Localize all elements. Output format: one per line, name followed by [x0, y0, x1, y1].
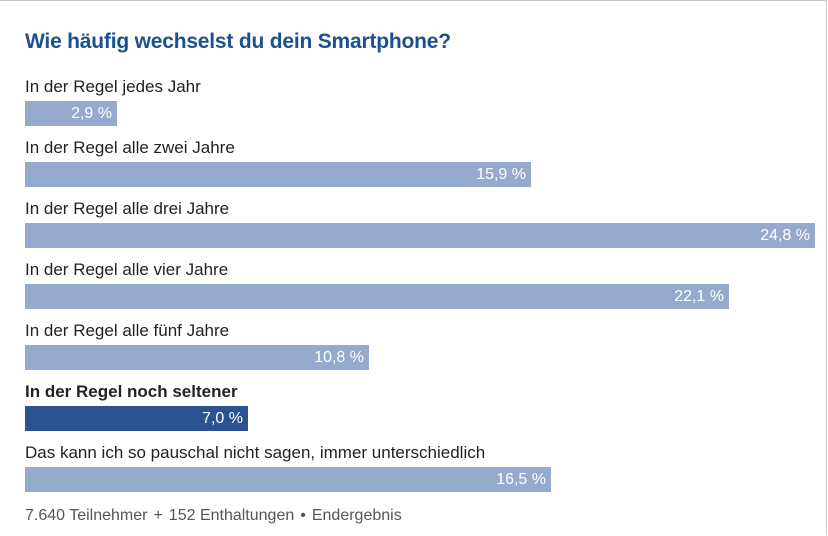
bar: 10,8 %	[25, 345, 369, 370]
footer-separator-dot: •	[300, 507, 306, 524]
bar: 24,8 %	[25, 223, 815, 248]
poll-footer: 7.640 Teilnehmer +152 Enthaltungen • Enderg…	[25, 507, 402, 525]
bar-value-label: 7,0 %	[202, 410, 243, 427]
bar-category-label: In der Regel alle drei Jahre	[25, 199, 230, 218]
bar-value-label: 16,5 %	[496, 471, 546, 488]
bar: 2,9 %	[25, 101, 117, 126]
bar-value-label: 22,1 %	[674, 288, 724, 305]
bar-value-label: 15,9 %	[476, 166, 526, 183]
bar-value-label: 2,9 %	[71, 105, 112, 122]
chart-title: Wie häufig wechselst du dein Smartphone?	[25, 30, 451, 53]
bar: 16,5 %	[25, 467, 551, 492]
bar-category-label: Das kann ich so pauschal nicht sagen, im…	[25, 443, 486, 462]
bar-row: In der Regel alle fünf Jahre 10,8 %	[25, 320, 815, 370]
result-status: Endergebnis	[311, 507, 402, 524]
bar-value-label: 10,8 %	[314, 349, 364, 366]
bar-value-label: 24,8 %	[760, 227, 810, 244]
bar-row: In der Regel alle zwei Jahre 15,9 %	[25, 137, 815, 187]
bar-category-label: In der Regel jedes Jahr	[25, 77, 201, 96]
bar-category-label: In der Regel alle fünf Jahre	[25, 321, 230, 340]
bar-row: In der Regel alle vier Jahre 22,1 %	[25, 259, 815, 309]
bar: 22,1 %	[25, 284, 729, 309]
bar-category-label: In der Regel alle vier Jahre	[25, 260, 229, 279]
bar-row: In der Regel noch seltener 7,0 %	[25, 381, 815, 431]
bar-row: Das kann ich so pauschal nicht sagen, im…	[25, 442, 815, 492]
footer-separator-plus: +	[153, 507, 163, 524]
bar: 15,9 %	[25, 162, 531, 187]
bar-row: In der Regel alle drei Jahre 24,8 %	[25, 198, 815, 248]
bar-row: In der Regel jedes Jahr 2,9 %	[25, 76, 815, 126]
abstentions-count: 152 Enthaltungen	[168, 507, 295, 524]
bar-category-label: In der Regel noch seltener	[25, 382, 238, 401]
participants-count: 7.640 Teilnehmer	[25, 507, 148, 524]
bar-category-label: In der Regel alle zwei Jahre	[25, 138, 235, 157]
bar-highlighted: 7,0 %	[25, 406, 248, 431]
